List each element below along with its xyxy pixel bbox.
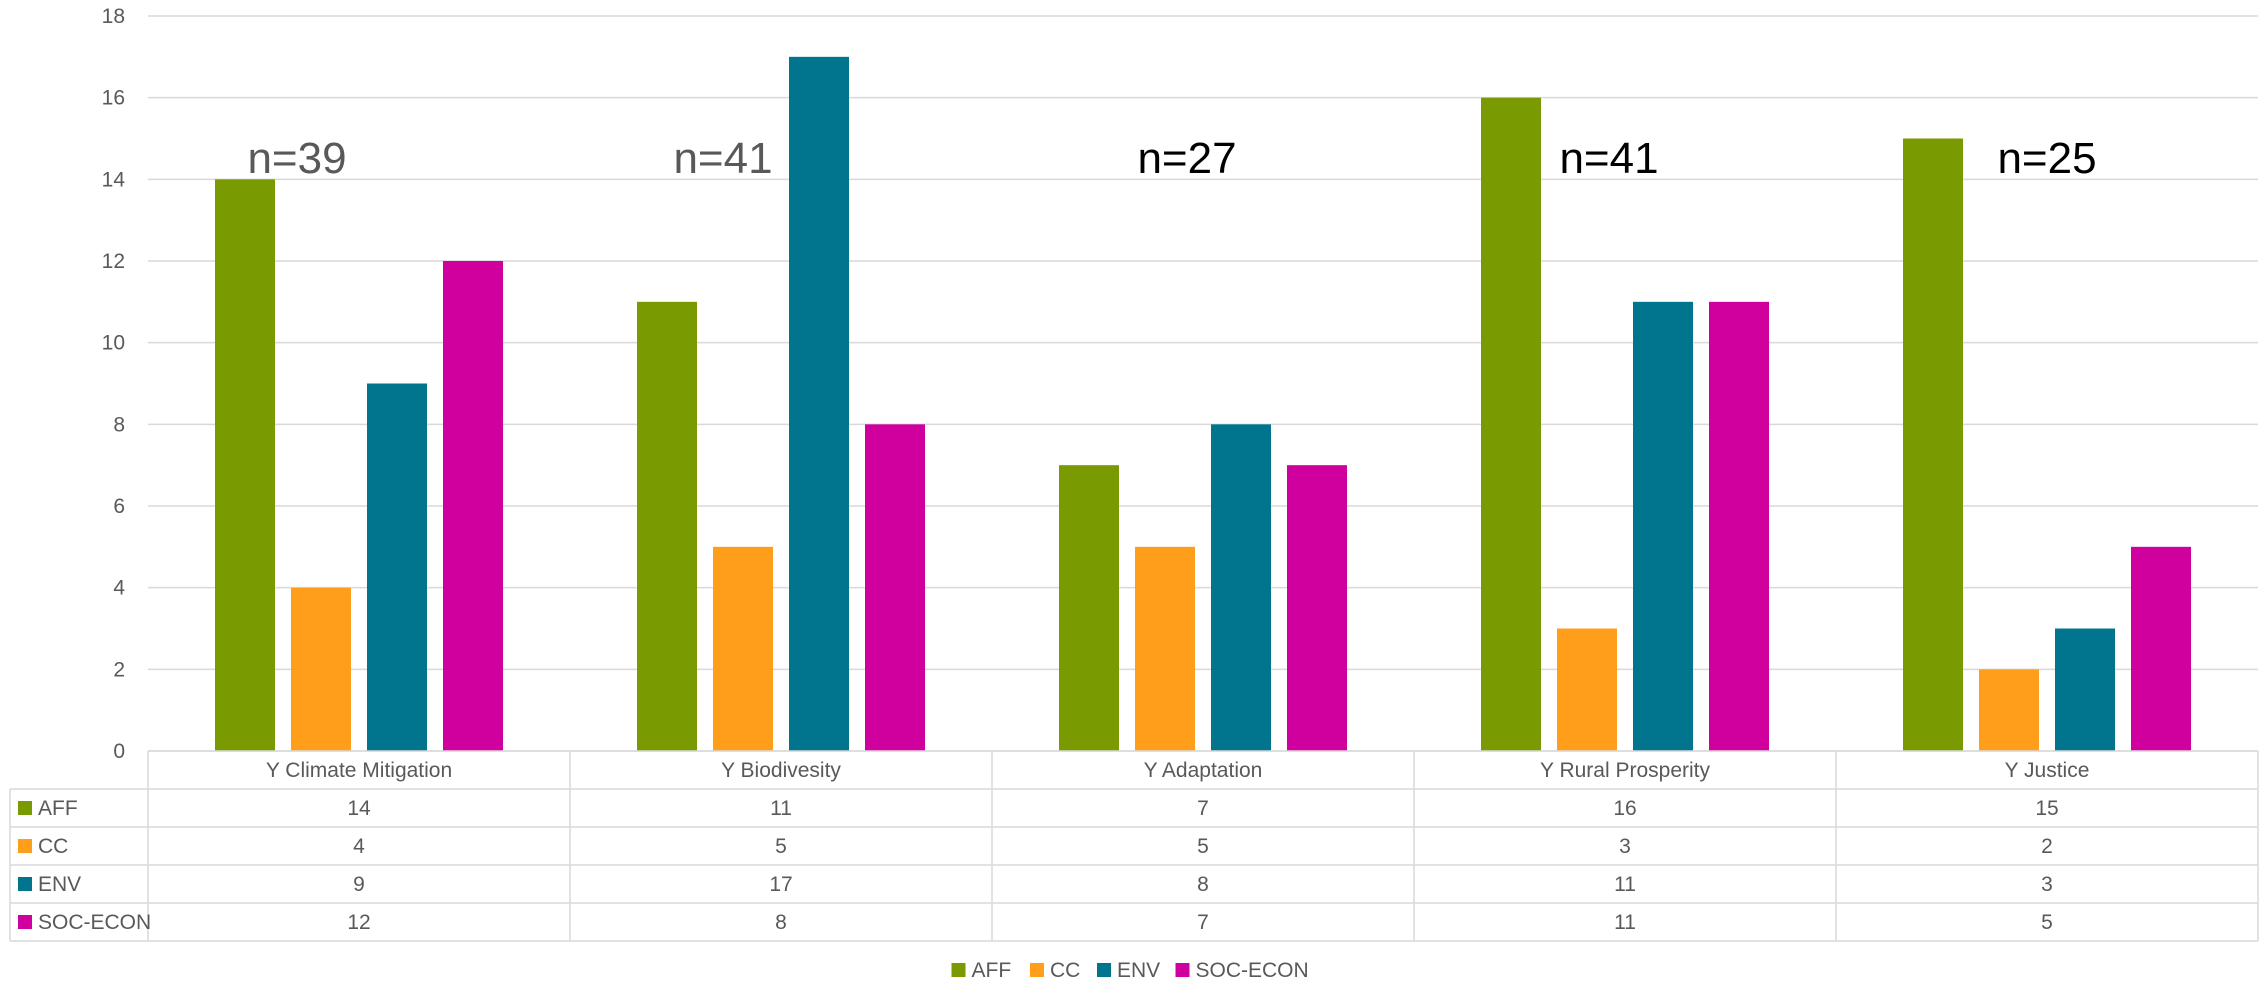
bar (1979, 669, 2039, 751)
table-value: 9 (353, 873, 365, 896)
table-series-key (18, 839, 32, 853)
table-value: 5 (775, 835, 787, 858)
table-series-key (18, 915, 32, 929)
table-value: 11 (770, 797, 792, 820)
y-tick-label: 2 (113, 658, 125, 681)
sample-size-label: n=41 (673, 134, 772, 183)
sample-size-label: n=39 (247, 134, 346, 183)
bar (637, 301, 697, 751)
table-value: 17 (769, 873, 792, 896)
y-tick-label: 16 (102, 87, 125, 110)
table-value: 7 (1197, 797, 1209, 820)
table-value: 4 (353, 835, 365, 858)
table-value: 5 (2041, 911, 2053, 934)
table-value: 8 (775, 911, 787, 934)
x-category-label: Y Rural Prosperity (1540, 759, 1711, 782)
sample-size-label: n=41 (1559, 134, 1658, 183)
y-tick-label: 4 (113, 577, 125, 600)
bar (713, 546, 773, 751)
bar (2131, 546, 2191, 751)
x-category-label: Y Climate Mitigation (266, 759, 452, 782)
bar (789, 56, 849, 752)
bar (1557, 628, 1617, 751)
bar (865, 424, 925, 751)
bar (443, 261, 503, 751)
legend-swatch (1175, 963, 1190, 977)
bar (1211, 424, 1271, 751)
table-value: 12 (347, 911, 370, 934)
y-tick-label: 0 (113, 740, 125, 763)
y-tick-label: 18 (102, 5, 125, 28)
legend-swatch (1030, 963, 1044, 977)
legend-label: AFF (972, 959, 1012, 982)
table-series-label: SOC-ECON (38, 911, 151, 934)
table-value: 3 (2041, 873, 2053, 896)
table-series-label: CC (38, 835, 68, 858)
table-value: 7 (1197, 911, 1209, 934)
y-tick-label: 14 (102, 168, 126, 191)
y-tick-label: 10 (102, 332, 125, 355)
table-value: 11 (1614, 873, 1636, 896)
bar (1633, 301, 1693, 751)
y-tick-label: 6 (113, 495, 125, 518)
table-value: 15 (2035, 797, 2058, 820)
y-tick-label: 8 (113, 413, 125, 436)
table-value: 3 (1619, 835, 1631, 858)
bar (2055, 628, 2115, 751)
table-value: 11 (1614, 911, 1636, 934)
table-series-key (18, 877, 32, 891)
x-category-label: Y Biodivesity (721, 759, 841, 782)
legend-label: CC (1050, 959, 1080, 982)
data-table: Y Climate Mitigation Y Biodivesity Y Adapt… (9, 750, 2259, 942)
y-tick-label: 12 (102, 250, 125, 273)
y-axis-ticks: 0 2 4 6 8 10 12 14 16 18 (102, 5, 126, 763)
legend-swatch (951, 963, 966, 977)
table-value: 14 (347, 797, 371, 820)
table-value: 16 (1613, 797, 1636, 820)
bar (1059, 465, 1119, 751)
bar (1709, 301, 1769, 751)
bar (215, 179, 275, 752)
bar (291, 587, 351, 751)
sample-size-label: n=27 (1137, 134, 1236, 183)
sample-size-label: n=25 (1997, 134, 2096, 183)
bars (215, 56, 2191, 752)
table-value: 8 (1197, 873, 1209, 896)
table-series-label: AFF (38, 797, 78, 820)
legend-swatch (1097, 963, 1111, 977)
table-value: 5 (1197, 835, 1209, 858)
legend-label: ENV (1117, 959, 1160, 982)
x-category-label: Y Adaptation (1144, 759, 1263, 782)
bar (1481, 97, 1541, 751)
x-category-label: Y Justice (2005, 759, 2090, 782)
bar (1903, 138, 1963, 751)
bar (1287, 465, 1347, 751)
table-series-label: ENV (38, 873, 81, 896)
sample-size-annotations: n=39 n=41 n=27 n=41 n=25 (247, 134, 2096, 183)
legend-label: SOC-ECON (1196, 959, 1309, 982)
table-value: 2 (2041, 835, 2053, 858)
bar (367, 383, 427, 751)
table-series-key (18, 801, 32, 815)
legend: AFF CC ENV SOC-ECON (951, 959, 1309, 982)
bar (1135, 546, 1195, 751)
